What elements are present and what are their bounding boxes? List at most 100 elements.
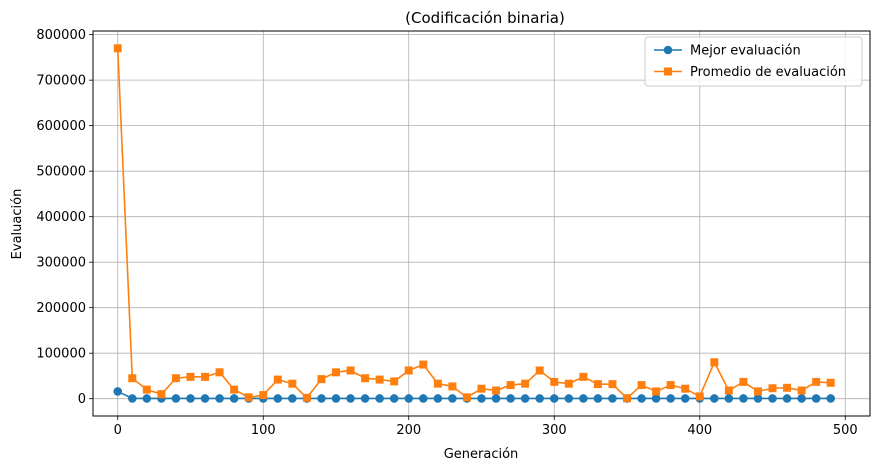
- y-tick-label: 200000: [36, 301, 86, 316]
- data-point: [433, 394, 443, 403]
- data-point: [797, 394, 806, 403]
- data-point: [331, 368, 340, 377]
- data-point: [157, 390, 166, 399]
- data-point: [390, 377, 399, 386]
- legend-entry: Promedio de evaluación: [654, 65, 846, 80]
- series-layer: [113, 44, 836, 403]
- data-point: [433, 379, 442, 388]
- series-1: [113, 44, 835, 403]
- grid: [93, 31, 870, 416]
- data-point: [623, 394, 632, 403]
- data-point: [361, 374, 370, 383]
- legend-marker: [664, 67, 672, 76]
- data-point: [273, 394, 283, 403]
- data-point: [346, 394, 355, 403]
- data-point: [637, 394, 646, 403]
- data-point: [506, 381, 515, 390]
- y-tick-label: 100000: [36, 347, 86, 362]
- data-point: [127, 394, 137, 403]
- legend-marker: [663, 45, 673, 55]
- data-point: [215, 368, 224, 377]
- x-tick-label: 0: [114, 423, 122, 438]
- data-point: [477, 394, 486, 403]
- data-point: [826, 394, 836, 403]
- data-point: [230, 385, 239, 394]
- data-point: [535, 394, 545, 403]
- data-point: [389, 394, 399, 403]
- data-point: [201, 372, 210, 381]
- data-point: [608, 394, 617, 403]
- data-point: [710, 394, 719, 403]
- y-axis: 0 100000 200000 300000 400000 500000 600000 700…: [36, 28, 93, 407]
- data-point: [259, 391, 268, 400]
- data-point: [404, 366, 413, 375]
- data-point: [462, 393, 471, 402]
- data-point: [695, 392, 704, 401]
- data-point: [142, 394, 152, 403]
- data-point: [579, 372, 588, 381]
- legend-entry: Mejor evaluación: [654, 44, 801, 59]
- x-tick-label: 100: [251, 423, 276, 438]
- data-point: [811, 394, 821, 403]
- data-point: [142, 385, 151, 394]
- data-point: [448, 382, 457, 391]
- data-point: [549, 394, 559, 403]
- data-point: [739, 394, 748, 403]
- data-point: [418, 394, 428, 403]
- data-point: [797, 386, 806, 395]
- data-point: [128, 374, 137, 383]
- data-point: [637, 381, 646, 390]
- y-axis-title: Evaluación: [10, 189, 25, 260]
- y-tick-label: 400000: [36, 210, 86, 225]
- y-tick-label: 600000: [36, 119, 86, 134]
- data-point: [244, 393, 253, 402]
- data-point: [768, 384, 777, 393]
- data-point: [724, 394, 734, 403]
- data-point: [113, 387, 123, 396]
- data-point: [724, 386, 733, 395]
- y-tick-label: 500000: [36, 165, 86, 180]
- data-point: [564, 394, 574, 403]
- data-point: [681, 384, 690, 393]
- data-point: [404, 394, 414, 403]
- data-point: [317, 375, 326, 384]
- data-point: [652, 387, 661, 396]
- data-point: [346, 366, 355, 375]
- data-point: [783, 383, 792, 392]
- data-point: [812, 377, 821, 386]
- x-tick-label: 200: [396, 423, 421, 438]
- data-point: [171, 394, 181, 403]
- x-tick-label: 300: [542, 423, 567, 438]
- data-point: [550, 377, 559, 386]
- legend-label: Mejor evaluación: [690, 44, 801, 59]
- data-point: [593, 394, 603, 403]
- data-point: [782, 394, 792, 403]
- chart-title: (Codificación binaria): [405, 9, 565, 27]
- data-point: [491, 394, 501, 403]
- data-point: [186, 394, 195, 403]
- data-point: [419, 360, 428, 369]
- data-point: [521, 379, 530, 388]
- data-point: [229, 394, 239, 403]
- data-point: [448, 394, 457, 403]
- data-point: [171, 374, 180, 383]
- data-point: [273, 375, 282, 384]
- data-point: [375, 375, 384, 384]
- data-point: [608, 380, 617, 389]
- data-point: [288, 394, 297, 403]
- data-point: [375, 394, 384, 403]
- data-point: [331, 394, 341, 403]
- data-point: [477, 384, 486, 393]
- data-point: [186, 372, 195, 381]
- data-point: [200, 394, 210, 403]
- y-tick-label: 800000: [36, 28, 86, 43]
- data-point: [302, 393, 311, 402]
- series-line: [116, 48, 831, 400]
- legend-label: Promedio de evaluación: [690, 65, 846, 80]
- y-tick-label: 700000: [36, 74, 86, 89]
- data-point: [826, 378, 835, 387]
- data-point: [506, 394, 515, 403]
- data-point: [680, 394, 690, 403]
- data-point: [593, 380, 602, 389]
